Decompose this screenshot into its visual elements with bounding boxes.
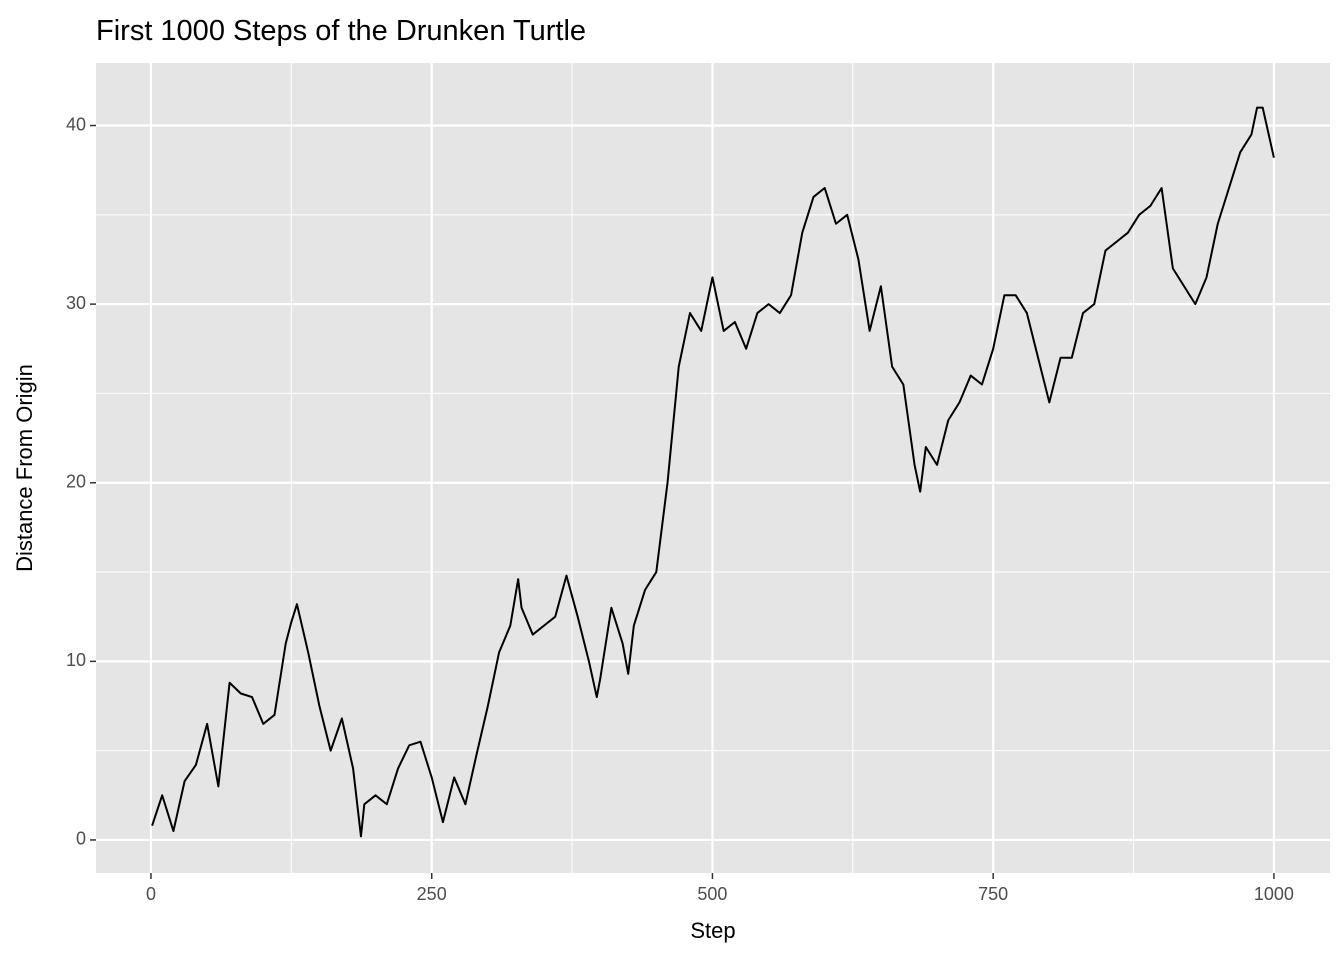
y-axis-title: Distance From Origin <box>12 364 37 572</box>
chart-title: First 1000 Steps of the Drunken Turtle <box>96 15 586 47</box>
x-axis-title: Step <box>690 918 735 943</box>
x-tick-label: 0 <box>146 884 156 904</box>
x-tick-label: 500 <box>697 884 727 904</box>
x-tick-label: 750 <box>978 884 1008 904</box>
y-tick-label: 20 <box>66 471 86 491</box>
x-tick-label: 250 <box>417 884 447 904</box>
y-tick-label: 30 <box>66 293 86 313</box>
y-tick-label: 0 <box>76 829 86 849</box>
y-tick-label: 40 <box>66 114 86 134</box>
line <box>151 106 1275 838</box>
y-tick-label: 10 <box>66 650 86 670</box>
x-tick-label: 1000 <box>1254 884 1294 904</box>
